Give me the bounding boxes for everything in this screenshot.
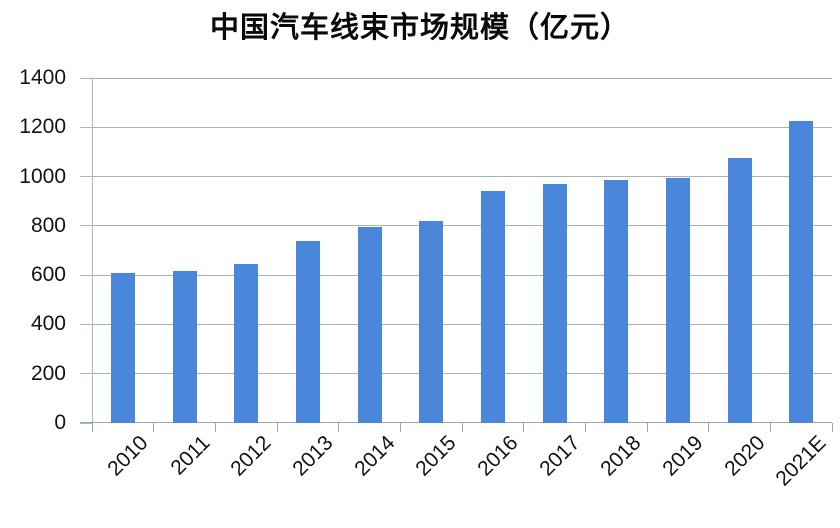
- x-axis-tick-7: [523, 423, 525, 432]
- x-axis-tick-5: [399, 423, 401, 432]
- y-tick-label-0: 0: [54, 411, 66, 434]
- bar-2018: [604, 180, 629, 423]
- bar-2021E: [789, 121, 814, 423]
- y-tick-label-800: 800: [30, 213, 66, 237]
- x-axis-tick-3: [276, 423, 278, 432]
- gridline-800: [92, 225, 832, 227]
- bar-2019: [665, 177, 690, 423]
- y-axis-line: [92, 78, 93, 423]
- bar-2011: [172, 271, 197, 423]
- x-axis-tick-2: [214, 423, 216, 432]
- bar-2013: [295, 240, 320, 423]
- y-tick-label-1400: 1400: [19, 66, 66, 89]
- bar-2012: [234, 264, 259, 423]
- y-axis-tick-1400: [80, 77, 92, 79]
- y-axis-tick-1200: [80, 126, 92, 128]
- bar-2014: [357, 227, 382, 423]
- bar-2015: [419, 220, 444, 423]
- x-axis-tick-8: [584, 423, 586, 432]
- y-tick-label-600: 600: [30, 263, 66, 287]
- bar-2017: [542, 183, 567, 423]
- y-tick-label-1200: 1200: [19, 115, 66, 139]
- x-axis-tick-10: [708, 423, 710, 432]
- x-axis-tick-0: [91, 423, 93, 432]
- y-axis-tick-800: [80, 225, 92, 227]
- y-axis-tick-1000: [80, 176, 92, 178]
- y-axis-tick-600: [80, 274, 92, 276]
- gridline-1000: [92, 176, 832, 178]
- gridline-600: [92, 274, 832, 276]
- y-axis-tick-400: [80, 323, 92, 325]
- x-axis-tick-11: [769, 423, 771, 432]
- gridline-1400: [92, 77, 832, 79]
- y-tick-label-400: 400: [30, 312, 66, 336]
- bar-2020: [727, 158, 752, 423]
- y-tick-label-1000: 1000: [19, 164, 66, 188]
- bar-2010: [110, 272, 135, 423]
- gridline-1200: [92, 126, 832, 128]
- gridline-400: [92, 323, 832, 325]
- y-tick-label-200: 200: [30, 361, 66, 385]
- y-axis-tick-200: [80, 373, 92, 375]
- x-axis-tick-9: [646, 423, 648, 432]
- chart-title: 中国汽车线束市场规模（亿元）: [209, 12, 630, 44]
- bar-2016: [480, 191, 505, 423]
- x-axis-tick-4: [338, 423, 340, 432]
- plot-area: 0 200 400 600 800 1000 1200 1400 2010 2011 2012 201…: [19, 67, 833, 491]
- y-axis-tick-0: [80, 422, 92, 424]
- x-axis-tick-1: [153, 423, 155, 432]
- x-axis-line: [80, 422, 832, 423]
- x-axis-tick-6: [461, 423, 463, 432]
- x-axis-tick-12: [831, 423, 833, 432]
- gridline-200: [92, 373, 832, 375]
